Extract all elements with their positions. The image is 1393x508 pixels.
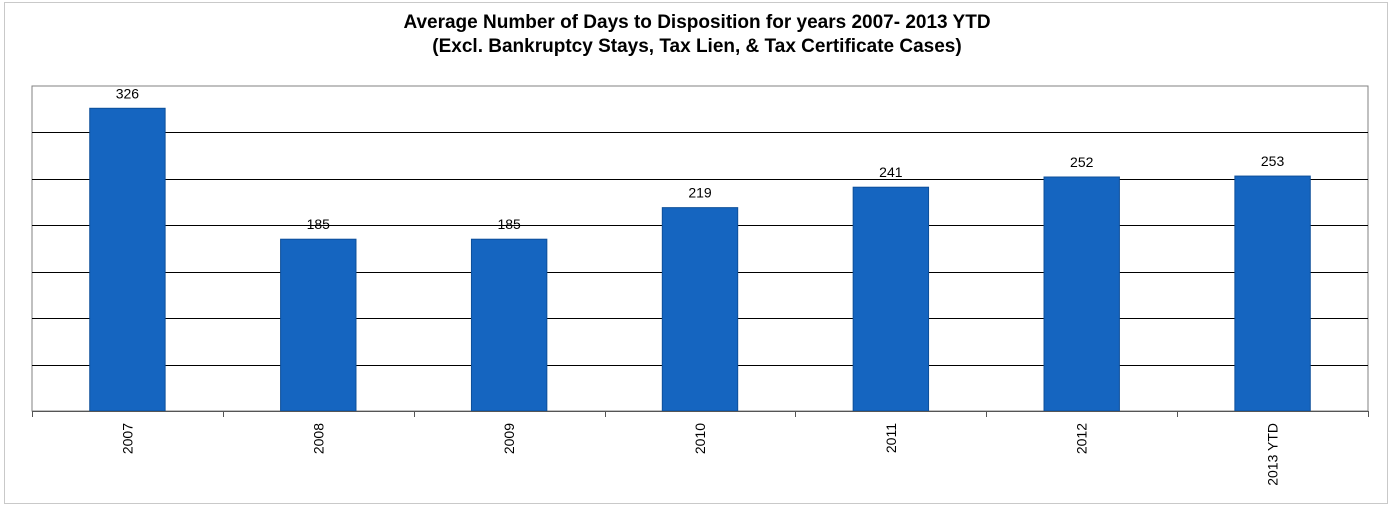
- bar: [852, 186, 930, 412]
- x-axis-tick-label: 2013 YTD: [1265, 423, 1281, 486]
- bar-value-label: 185: [497, 216, 521, 232]
- chart-title: Average Number of Days to Disposition fo…: [5, 11, 1389, 59]
- bar: [89, 107, 166, 412]
- bar: [1234, 175, 1311, 412]
- bar-value-label: 219: [688, 185, 712, 201]
- chart-subtitle-line: (Excl. Bankruptcy Stays, Tax Lien, & Tax…: [432, 36, 962, 57]
- bar: [1043, 176, 1120, 412]
- x-axis-tick-label: 2012: [1074, 423, 1090, 454]
- bars: [89, 107, 1311, 412]
- bar: [280, 238, 357, 412]
- bar-value-label: 326: [116, 85, 140, 101]
- x-axis-ticks: [32, 411, 1369, 417]
- bar: [470, 238, 548, 412]
- bar-value-label: 185: [307, 216, 331, 232]
- x-axis-tick-label: 2008: [310, 423, 326, 454]
- bar-labels: 326 185 185 219 241 252 253: [116, 85, 1285, 232]
- bar-value-label: 241: [879, 164, 903, 180]
- bar-value-label: 253: [1261, 153, 1285, 169]
- bar: [661, 207, 739, 412]
- x-axis-tick-label: 2010: [692, 423, 708, 454]
- x-axis-tick-label: 2007: [119, 423, 135, 454]
- x-axis-tick-label: 2009: [501, 423, 517, 454]
- x-axis-tick-label: 2011: [883, 423, 899, 453]
- chart-title-line: Average Number of Days to Disposition fo…: [403, 12, 991, 33]
- x-axis-tick-labels: 2007 2008 2009 2010 2011 2012 2013 YTD: [119, 423, 1280, 486]
- bar-value-label: 252: [1070, 154, 1094, 170]
